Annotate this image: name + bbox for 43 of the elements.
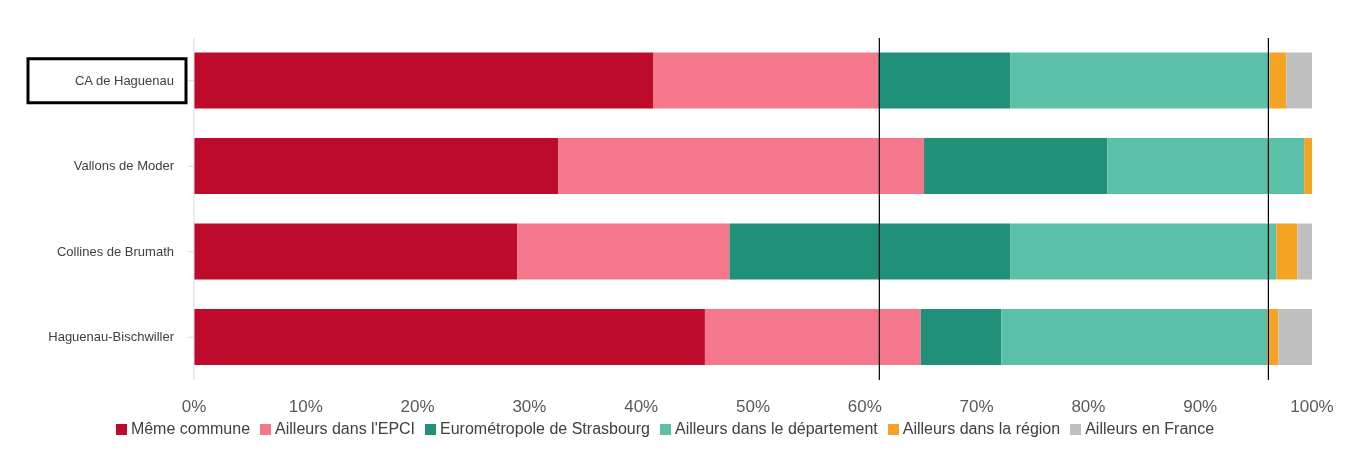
x-tick-label: 40% (624, 397, 659, 417)
x-tick-label: 0% (181, 397, 207, 417)
x-tick-label: 50% (735, 397, 771, 417)
x-tick-label: 100% (1290, 397, 1334, 417)
y-tick-label: Collines de Brumath (56, 243, 174, 259)
bar (1276, 223, 1298, 280)
y-tick-label: CA de Haguenau (74, 72, 174, 88)
bar (1304, 138, 1312, 195)
x-tick-label: 60% (847, 397, 882, 417)
legend-label: Ailleurs dans l'EPCI (275, 420, 416, 437)
bar (1010, 52, 1270, 109)
bar (194, 309, 705, 366)
x-tick-label: 70% (959, 397, 994, 417)
legend-label: Eurométropole de Strasbourg (440, 420, 650, 437)
bar (1297, 223, 1312, 280)
x-tick-label: 30% (512, 397, 547, 417)
bar (1107, 138, 1305, 195)
bar (517, 223, 730, 280)
x-tick-label: 90% (1183, 397, 1218, 417)
bar (194, 138, 559, 195)
bar (1286, 52, 1312, 109)
bar (194, 52, 654, 109)
bar (1001, 309, 1268, 366)
legend-label: Ailleurs dans le département (674, 420, 878, 437)
x-tick-label: 80% (1071, 397, 1106, 417)
y-tick-label: Vallons de Moder (73, 158, 175, 174)
legend-label: Ailleurs dans la région (902, 420, 1061, 437)
legend-label: Ailleurs en France (1085, 420, 1215, 437)
bar (920, 309, 1002, 366)
bar (878, 52, 1011, 109)
bar (558, 138, 925, 195)
bar (1010, 223, 1277, 280)
bar (653, 52, 879, 109)
x-tick-label: 10% (288, 397, 323, 417)
bar (194, 223, 518, 280)
legend-label: Même commune (130, 420, 251, 437)
bar (729, 223, 1011, 280)
bar (704, 309, 921, 366)
y-tick-label: Haguenau-Bischwiller (48, 329, 175, 345)
x-tick-label: 20% (400, 397, 435, 417)
bar (924, 138, 1108, 195)
bar (1278, 309, 1312, 366)
bar (1269, 52, 1287, 109)
